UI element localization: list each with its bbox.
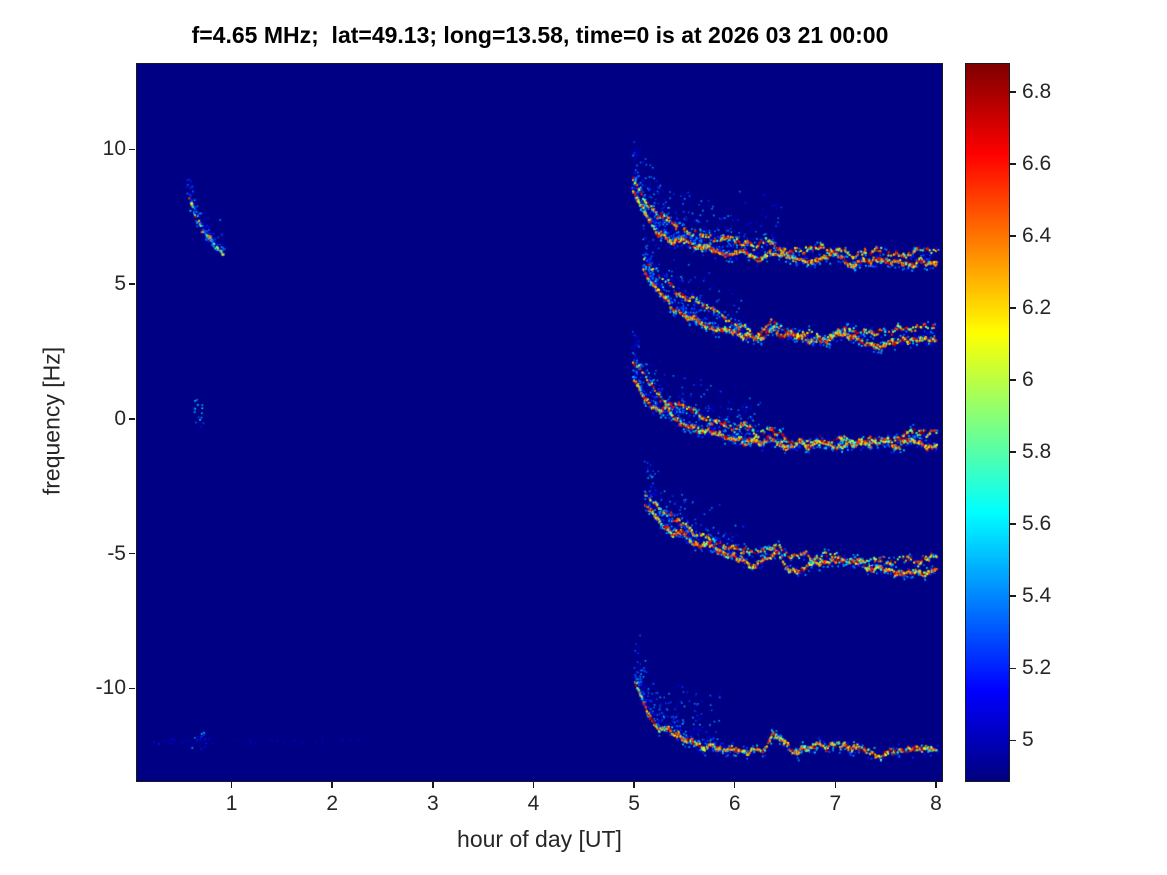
- colorbar-tick-label: 6.4: [1022, 223, 1052, 247]
- tick-mark: [129, 418, 135, 420]
- tick-mark: [129, 283, 135, 285]
- y-tick-label: -10: [95, 676, 126, 700]
- tick-mark: [834, 782, 837, 788]
- tick-mark: [1010, 235, 1016, 237]
- tick-mark: [733, 782, 736, 788]
- tick-mark: [1010, 379, 1016, 381]
- tick-mark: [935, 782, 937, 788]
- colorbar-tick-label: 5: [1022, 728, 1034, 752]
- tick-mark: [331, 782, 333, 788]
- y-tick-label: 5: [114, 272, 126, 296]
- x-tick-label: 3: [427, 792, 439, 815]
- x-tick-label: 1: [225, 792, 238, 815]
- tick-mark: [129, 687, 135, 690]
- tick-mark: [129, 552, 135, 555]
- y-tick-label: -5: [107, 541, 126, 565]
- tick-mark: [1010, 739, 1016, 742]
- tick-mark: [1010, 451, 1016, 453]
- tick-mark: [532, 782, 535, 788]
- x-axis-label: hour of day [UT]: [457, 826, 622, 852]
- x-tick-label: 6: [728, 792, 741, 815]
- spectrogram-canvas: [136, 63, 943, 782]
- colorbar-tick-label: 5.4: [1022, 584, 1052, 608]
- tick-mark: [633, 782, 635, 788]
- x-tick-label: 4: [527, 792, 540, 815]
- x-tick-label: 8: [930, 792, 942, 815]
- colorbar-tick-label: 5.8: [1022, 440, 1052, 464]
- tick-mark: [129, 148, 135, 150]
- colorbar-tick-label: 5.6: [1022, 512, 1052, 536]
- tick-mark: [1010, 667, 1016, 670]
- colorbar-tick-label: 6.8: [1022, 79, 1052, 103]
- colorbar-canvas: [965, 63, 1010, 782]
- x-tick-label: 7: [829, 792, 842, 815]
- tick-mark: [1010, 91, 1016, 93]
- chart-title: f=4.65 MHz; lat=49.13; long=13.58, time=…: [191, 22, 889, 48]
- colorbar-tick-label: 6: [1022, 368, 1034, 392]
- tick-mark: [1010, 163, 1016, 165]
- colorbar-tick-label: 5.2: [1022, 656, 1052, 680]
- y-tick-label: 10: [102, 137, 126, 161]
- colorbar-tick-label: 6.6: [1022, 151, 1052, 175]
- tick-mark: [230, 782, 233, 788]
- colorbar-tick-label: 6.2: [1022, 296, 1052, 319]
- tick-mark: [1010, 523, 1016, 525]
- y-tick-label: 0: [114, 406, 126, 430]
- tick-mark: [1010, 595, 1016, 597]
- x-tick-label: 5: [628, 792, 640, 815]
- x-tick-label: 2: [326, 792, 339, 815]
- tick-mark: [1010, 307, 1016, 309]
- tick-mark: [432, 782, 434, 788]
